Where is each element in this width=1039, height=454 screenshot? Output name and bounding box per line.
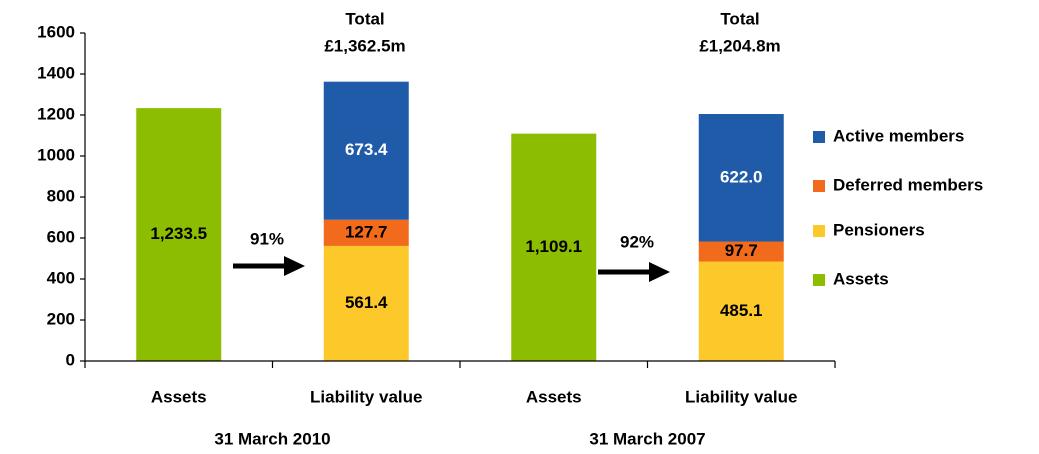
bar-segment [698,241,784,262]
data-label: 97.7 [725,241,758,260]
bar-segment [698,114,784,242]
legend-swatch [813,131,825,143]
x-tick-label: Assets [526,387,582,406]
data-label: 127.7 [345,222,388,241]
annotation: 91% [250,229,284,248]
arrow [233,256,305,276]
group-label: 31 March 2007 [589,429,705,448]
y-tick-label: 400 [47,268,75,287]
bar-segment [136,108,222,361]
data-label: 561.4 [345,293,388,312]
data-label: 622.0 [720,167,763,186]
y-tick-label: 800 [47,186,75,205]
x-tick-label: Assets [151,387,207,406]
annotation: £1,362.5m [324,36,405,55]
arrow [598,262,670,282]
annotation: £1,204.8m [699,36,780,55]
data-label: 485.1 [720,301,763,320]
y-tick-label: 1400 [37,63,75,82]
annotation: 92% [620,232,654,251]
bar-segment [323,219,409,246]
y-tick-label: 1200 [37,104,75,123]
bar-segment [323,81,409,220]
bar-segment [511,133,597,361]
annotation: Total [345,9,384,28]
legend-swatch [813,225,825,237]
bar-segment [698,261,784,361]
y-tick-label: 0 [66,350,75,369]
x-tick-label: Liability value [310,387,422,406]
bar-segment [323,245,409,361]
data-label: 1,109.1 [525,237,582,256]
data-label: 1,233.5 [150,224,207,243]
annotation: Total [720,9,759,28]
y-tick-label: 600 [47,227,75,246]
y-tick-label: 1600 [37,22,75,41]
x-tick-label: Liability value [685,387,797,406]
legend-swatch [813,274,825,286]
data-label: 673.4 [345,140,388,159]
legend-label: Assets [833,269,889,288]
legend-swatch [813,180,825,192]
y-tick-label: 200 [47,309,75,328]
group-label: 31 March 2010 [214,429,330,448]
legend-label: Deferred members [833,175,983,194]
legend-label: Active members [833,126,964,145]
legend-label: Pensioners [833,220,925,239]
y-tick-label: 1000 [37,145,75,164]
